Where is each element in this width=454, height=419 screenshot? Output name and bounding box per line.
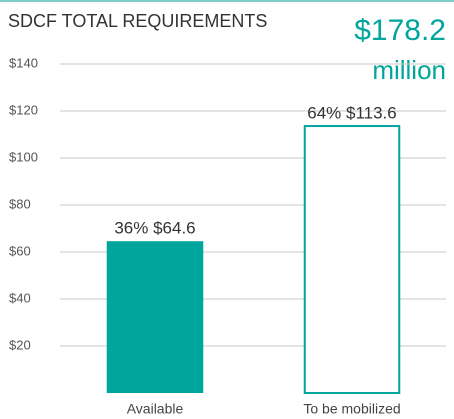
- x-tick-label: To be mobilized: [303, 401, 400, 417]
- y-tick-label: $40: [9, 290, 31, 305]
- y-tick-label: $60: [9, 243, 31, 258]
- y-tick-label: $140: [9, 55, 38, 70]
- value-label: 64% $113.6: [307, 104, 396, 123]
- total-unit: million: [372, 55, 446, 85]
- total-amount: $178.2: [354, 14, 446, 47]
- x-tick-label: Available: [127, 401, 184, 417]
- y-tick-label: $100: [9, 149, 38, 164]
- y-tick-label: $20: [9, 337, 31, 352]
- bar: [106, 241, 204, 393]
- value-label: 36% $64.6: [114, 219, 195, 238]
- y-tick-label: $120: [9, 102, 38, 117]
- chart-title: SDCF TOTAL REQUIREMENTS: [8, 11, 267, 31]
- bar: [303, 125, 401, 394]
- y-tick-label: $80: [9, 196, 31, 211]
